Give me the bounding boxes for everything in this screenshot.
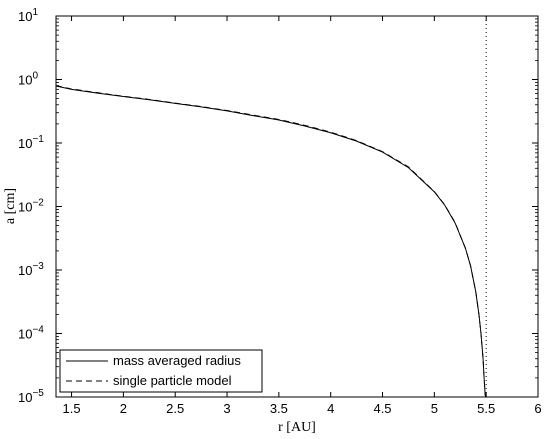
x-tick-label: 3 (223, 401, 230, 416)
x-tick-label: 2.5 (166, 401, 184, 416)
x-tick-label: 3.5 (270, 401, 288, 416)
legend: mass averaged radius single particle mod… (59, 349, 263, 393)
legend-label-single-particle-model: single particle model (113, 373, 232, 388)
y-tick-label: 10−4 (18, 325, 44, 342)
x-axis: 1.5 2 2.5 3 3.5 4 4.5 5 5.5 6 (63, 16, 542, 416)
y-tick-label: 10−1 (18, 134, 44, 151)
x-tick-label: 2 (120, 401, 127, 416)
y-axis: 10−5 10−4 10−3 10−2 10−1 100 101 (18, 7, 538, 405)
y-tick-label: 10−2 (18, 198, 44, 215)
plot-background (56, 16, 538, 397)
x-axis-label: r [AU] (278, 420, 316, 435)
legend-label-mass-averaged-radius: mass averaged radius (113, 353, 241, 368)
y-axis-label: a [cm] (3, 188, 18, 224)
x-tick-label: 5 (431, 401, 438, 416)
y-tick-label: 100 (18, 71, 38, 88)
x-tick-label: 4 (327, 401, 334, 416)
y-tick-label: 10−5 (18, 388, 44, 405)
x-tick-label: 1.5 (63, 401, 81, 416)
y-tick-label: 101 (18, 7, 38, 24)
x-tick-label: 6 (534, 401, 541, 416)
x-tick-label: 5.5 (477, 401, 495, 416)
legend-box (59, 349, 263, 393)
x-tick-label: 4.5 (373, 401, 391, 416)
series-line-single-particle-model (55, 85, 487, 398)
series-layer (55, 85, 487, 398)
y-tick-label: 10−3 (18, 261, 44, 278)
